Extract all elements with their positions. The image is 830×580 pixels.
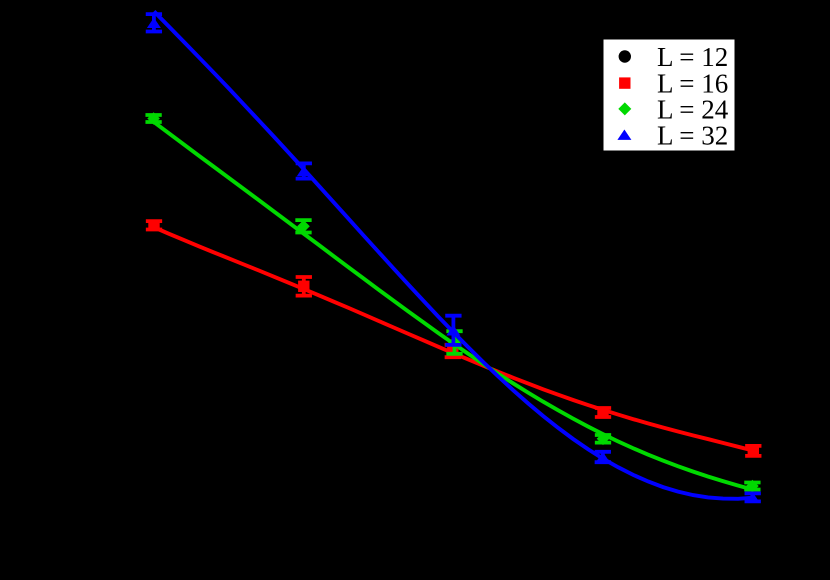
svg-text:L = 32: L = 32 — [657, 121, 728, 151]
svg-text:L = 16: L = 16 — [657, 68, 728, 98]
svg-text:L = 24: L = 24 — [657, 94, 729, 124]
svg-text:L = 12: L = 12 — [657, 42, 728, 72]
